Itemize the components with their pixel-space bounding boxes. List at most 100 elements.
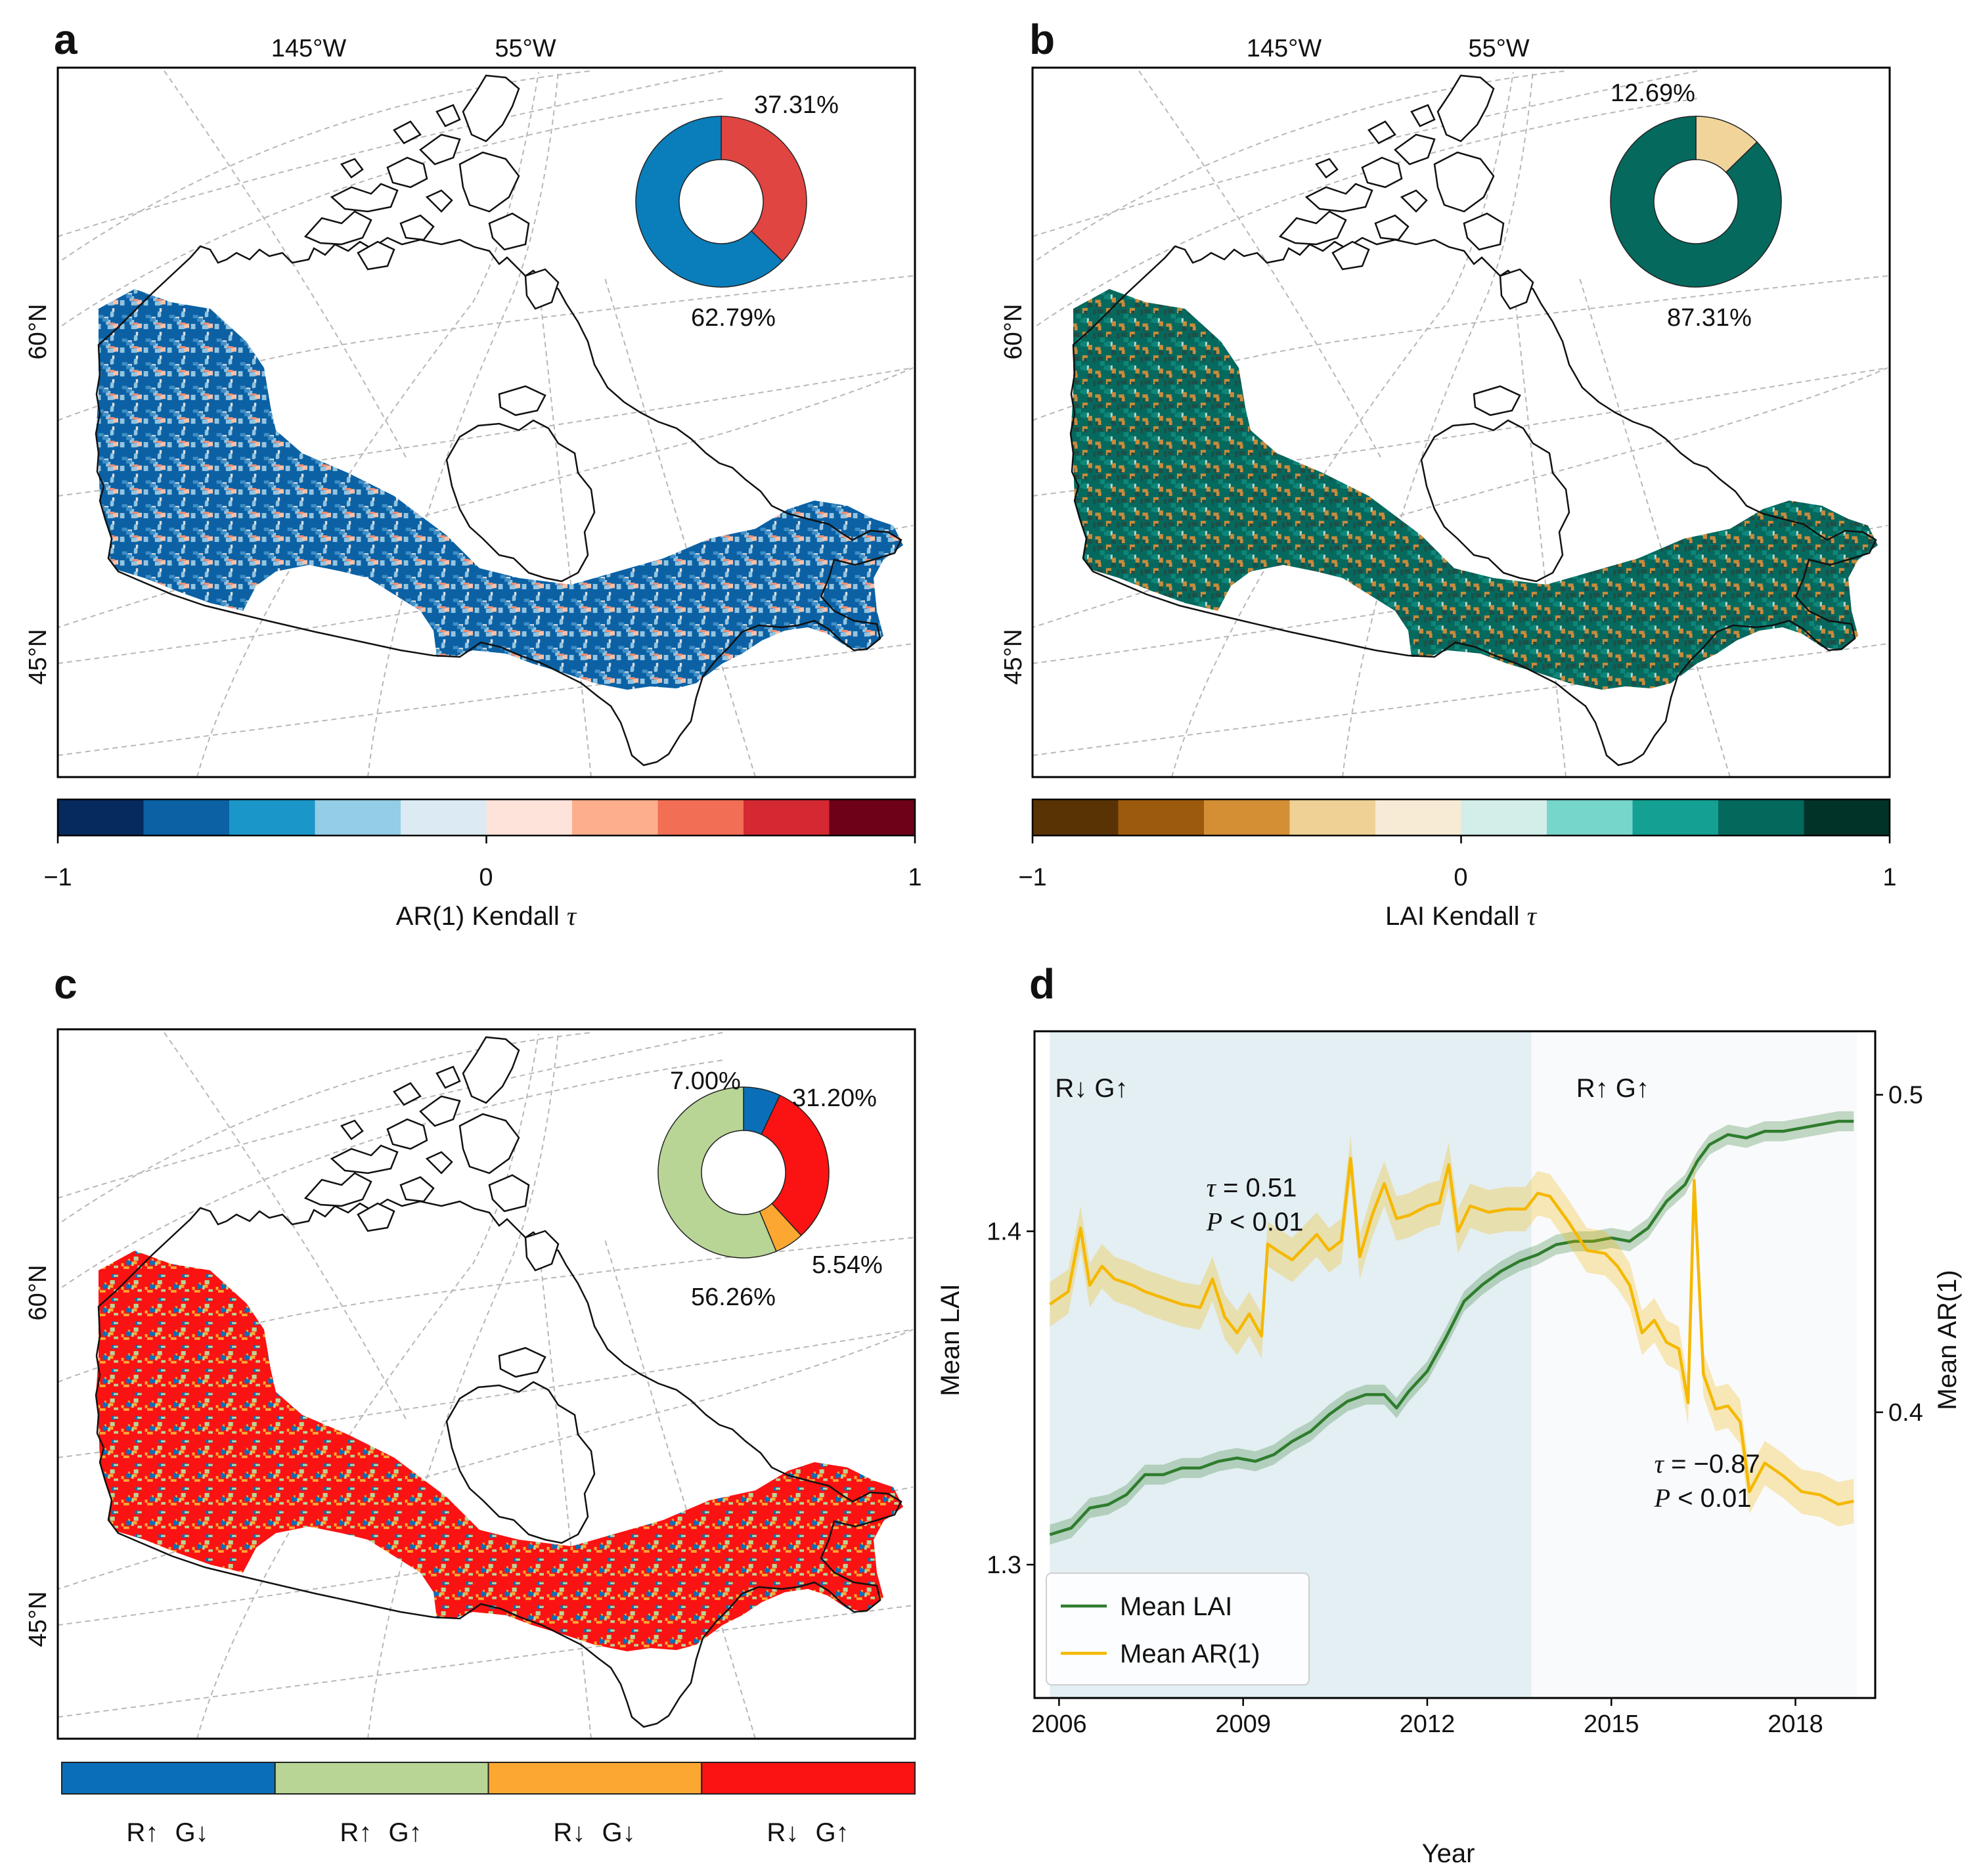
map-area-c <box>58 1032 914 1739</box>
legend-c-swatch-3 <box>701 1762 916 1795</box>
x-tick-label-3: 2015 <box>1584 1710 1639 1738</box>
cbar-a-segment-0 <box>58 799 144 836</box>
graticule-line <box>604 1237 756 1739</box>
cbar-b-segment-2 <box>1204 799 1290 836</box>
map-area-a <box>58 70 914 777</box>
island-outline <box>1410 104 1436 127</box>
annotation-p-value-0: < 0.01 <box>1222 1207 1303 1236</box>
island-outline <box>330 1144 399 1174</box>
legend-c-r-2: R↓ <box>553 1818 585 1847</box>
lat-label-45n: 45°N <box>1000 629 1027 685</box>
lon-label-145w: 145°W <box>271 35 347 62</box>
island-outline <box>1374 214 1410 241</box>
cbar-b-segment-6 <box>1547 799 1633 836</box>
annotation-p-symbol-0: P <box>1206 1207 1222 1236</box>
donut-c-label-31: 31.20% <box>792 1084 877 1112</box>
plot-frame <box>1033 1030 1877 1699</box>
island-outline <box>393 1082 422 1106</box>
annotation-tau-value-0: = 0.51 <box>1216 1173 1297 1202</box>
annotation-tau-1: τ = −0.87 <box>1655 1449 1760 1479</box>
vegetation-trend-map-a <box>96 289 903 690</box>
cbar-b-segment-0 <box>1033 799 1119 836</box>
period-label-1: R↑ G↑ <box>1576 1074 1649 1103</box>
lat-label-60n: 60°N <box>24 304 52 360</box>
donut-a-label-62: 62.79% <box>691 304 776 332</box>
island-outline <box>435 1065 461 1089</box>
y-right-tick-label-1: 0.5 <box>1888 1082 1923 1109</box>
colorbar-a-tick-max: 1 <box>908 864 922 891</box>
island-outline <box>524 268 560 310</box>
island-outline <box>330 183 399 213</box>
island-outline <box>386 1118 428 1150</box>
island-outline <box>1400 189 1428 213</box>
island-outline <box>1394 133 1436 166</box>
lat-label-60n: 60°N <box>1000 304 1027 360</box>
x-tick-label-1: 2009 <box>1215 1710 1271 1738</box>
lon-label-145w: 145°W <box>1247 35 1322 62</box>
graticule-line <box>1033 70 1567 264</box>
legend-c-r-0: R↑ <box>126 1818 158 1847</box>
island-outline <box>386 156 428 189</box>
donut-b-slice-1 <box>1610 116 1782 288</box>
lat-label-45n: 45°N <box>24 1592 52 1647</box>
donut-c-label-5: 5.54% <box>812 1251 883 1279</box>
graticule-line <box>538 282 592 777</box>
cbar-a-segment-2 <box>229 799 315 836</box>
donut-a-slice-0 <box>721 116 807 262</box>
legend-c-label-0: R↑ G↓ <box>126 1818 208 1847</box>
cbar-a-segment-3 <box>315 799 401 836</box>
graticule-line <box>1033 643 1888 756</box>
island-outline <box>458 1113 520 1174</box>
legend-c-swatch-2 <box>487 1762 703 1795</box>
legend-c-g-2: G↓ <box>602 1818 635 1847</box>
cbar-b-segment-3 <box>1289 799 1376 836</box>
colorbar-b-tick-max: 1 <box>1882 864 1896 891</box>
donut-c-slice-3 <box>657 1086 777 1259</box>
map-frame-b <box>1031 66 1891 778</box>
colorbar-a-title-symbol: τ <box>567 901 577 931</box>
island-outline <box>425 1151 453 1174</box>
cbar-a-segment-4 <box>401 799 487 836</box>
donut-chart-a <box>635 116 807 288</box>
y-right-tick-label-0: 0.4 <box>1888 1399 1923 1427</box>
island-outline <box>462 74 520 143</box>
cbar-b-segment-5 <box>1461 799 1547 836</box>
graticule-line <box>164 1032 408 1422</box>
graticule-line <box>604 275 756 777</box>
legend-c-r-1: R↑ <box>340 1818 372 1847</box>
panel-letter-a: a <box>54 16 78 63</box>
panel-c: c 60°N 45°N 7.00% 31.20% 5.54% 56.26% R↑… <box>24 960 916 1847</box>
y-axis-right-title: Mean AR(1) <box>1933 1270 1962 1410</box>
colorbar-b-tick-min: −1 <box>1018 864 1046 891</box>
island-outline <box>462 1036 520 1104</box>
panel-d: d R↓ G↑ R↑ G↑ 2006 2009 2012 2015 2018 1.3 1.4 0.… <box>936 960 1962 1868</box>
colorbar-b-title-symbol: τ <box>1527 901 1538 931</box>
y-left-tick-label-0: 1.3 <box>987 1552 1021 1579</box>
donut-c-label-56: 56.26% <box>691 1284 776 1311</box>
island-outline <box>435 104 461 127</box>
island-outline <box>399 214 435 241</box>
legend-c-g-3: G↑ <box>815 1818 849 1847</box>
graticule-line <box>1171 72 1514 777</box>
graticule-line <box>58 1032 723 1199</box>
island-outline <box>340 1119 364 1140</box>
period-label-0: R↓ G↑ <box>1055 1074 1128 1103</box>
island-outline <box>1278 210 1347 246</box>
donut-a-label-37: 37.31% <box>754 91 839 119</box>
colorbar-b <box>1031 798 1891 843</box>
map-frame-c <box>56 1028 916 1740</box>
island-outline <box>1315 158 1339 179</box>
vegetation-trend-map-b <box>1071 289 1878 690</box>
cbar-b-segment-4 <box>1375 799 1461 836</box>
donut-b-label-87: 87.31% <box>1667 304 1752 332</box>
y-axis-left-title: Mean LAI <box>936 1284 965 1396</box>
island-outline <box>303 1172 372 1207</box>
legend-c-r-3: R↓ <box>767 1818 799 1847</box>
lat-label-60n: 60°N <box>24 1265 52 1321</box>
series-line-0 <box>1049 1119 1854 1536</box>
arctic-islands-b <box>1278 74 1534 310</box>
map-frame-a <box>56 66 916 778</box>
cbar-a-segment-6 <box>572 799 658 836</box>
island-outline <box>340 158 364 179</box>
legend-bar-c <box>61 1762 916 1795</box>
